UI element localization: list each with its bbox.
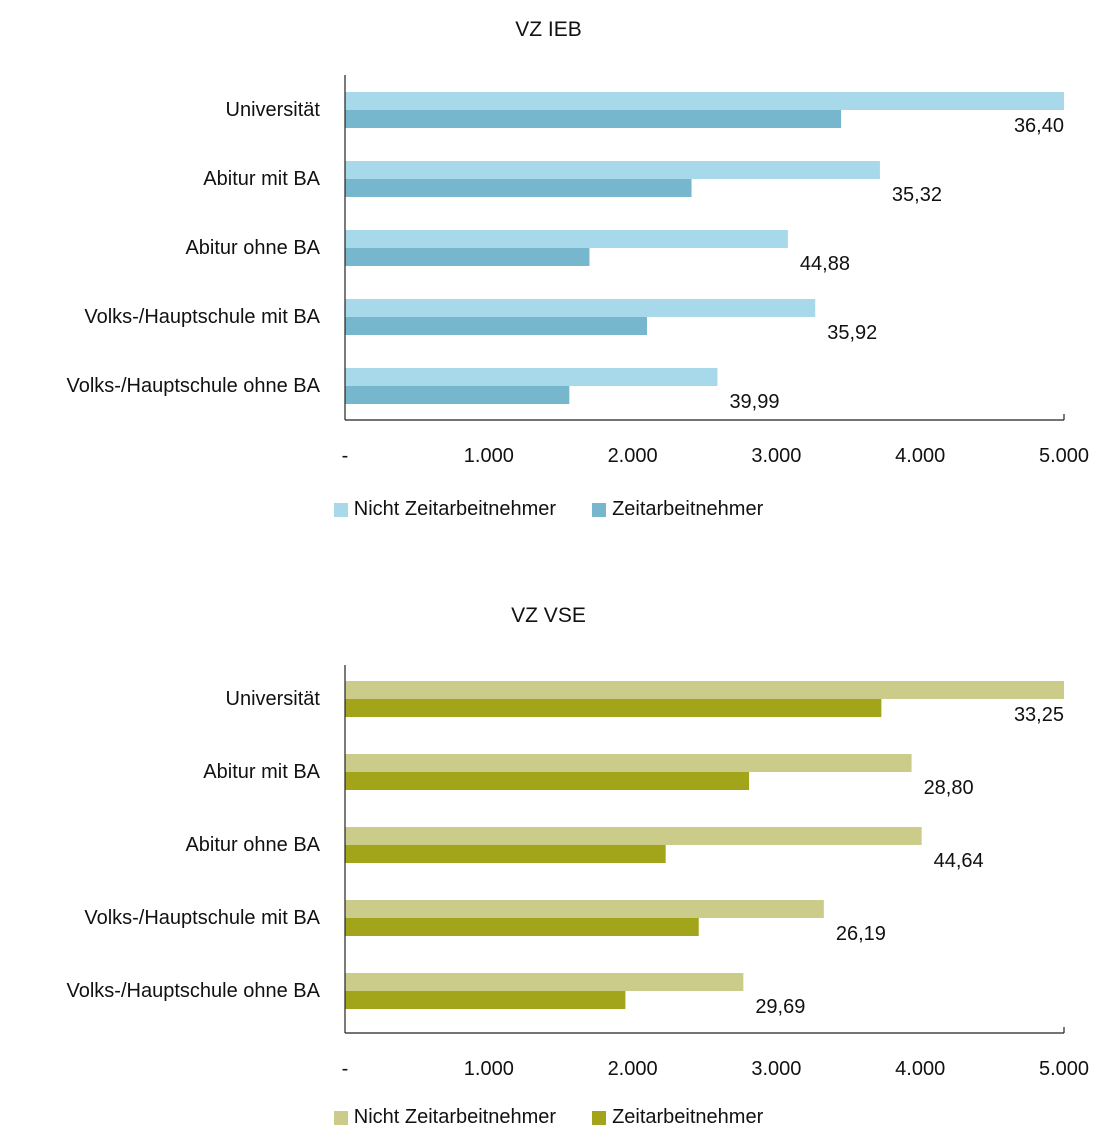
category-label: Abitur mit BA [203, 168, 320, 190]
legend-item-nicht-zeitarbeitnehmer: Nicht Zeitarbeitnehmer [333, 498, 557, 521]
bar [345, 900, 824, 918]
bar [345, 368, 718, 386]
x-tick-label: - [342, 445, 349, 467]
bar [345, 772, 750, 790]
legend-swatch [333, 1110, 348, 1125]
bar [345, 699, 882, 717]
x-tick-label: 2.000 [608, 1058, 658, 1080]
bar [345, 92, 1064, 110]
bar [345, 317, 647, 335]
legend-item-zeitarbeitnehmer: Zeitarbeitnehmer [592, 498, 763, 521]
x-tick-label: 5.000 [1039, 445, 1089, 467]
bar [345, 299, 816, 317]
bar [345, 754, 912, 772]
bar [345, 386, 570, 404]
chart-title: VZ IEB [515, 18, 582, 41]
bar [345, 179, 692, 197]
legend-swatch [592, 502, 607, 517]
bar [345, 973, 744, 991]
bar [345, 827, 922, 845]
x-tick-label: 2.000 [608, 445, 658, 467]
category-label: Volks-/Hauptschule mit BA [84, 907, 320, 929]
data-label: 36,40 [1014, 115, 1064, 137]
legend-item-nicht-zeitarbeitnehmer: Nicht Zeitarbeitnehmer [333, 1106, 557, 1129]
bar [345, 681, 1064, 699]
category-label: Abitur mit BA [203, 761, 320, 783]
chart-vz-ieb: VZ IEB Universität 36,40 Abitur mit BA 35,3… [0, 0, 1097, 560]
data-label: 28,80 [924, 777, 974, 799]
category-label: Volks-/Hauptschule mit BA [84, 306, 320, 328]
legend: Nicht Zeitarbeitnehmer Zeitarbeitnehmer [0, 498, 1097, 521]
legend-label: Nicht Zeitarbeitnehmer [353, 1106, 557, 1128]
data-label: 33,25 [1014, 704, 1064, 726]
data-label: 26,19 [836, 923, 886, 945]
chart-title: VZ VSE [511, 604, 586, 627]
x-tick-label: 4.000 [895, 1058, 945, 1080]
x-tick-label: 5.000 [1039, 1058, 1089, 1080]
category-label: Universität [226, 688, 321, 710]
bar-plot: Universität 36,40 Abitur mit BA 35,32 Abitur… [67, 75, 1089, 467]
legend-label: Nicht Zeitarbeitnehmer [353, 498, 557, 520]
data-label: 44,64 [934, 850, 984, 872]
bar [345, 248, 590, 266]
chart-vz-vse: VZ VSE Universität 33,25 Abitur mit BA 28,8… [0, 580, 1097, 1133]
x-tick-label: 3.000 [751, 1058, 801, 1080]
data-label: 35,92 [827, 322, 877, 344]
bar-plot: Universität 33,25 Abitur mit BA 28,80 Abitur… [67, 665, 1089, 1080]
legend-item-zeitarbeitnehmer: Zeitarbeitnehmer [592, 1106, 763, 1129]
legend: Nicht Zeitarbeitnehmer Zeitarbeitnehmer [0, 1106, 1097, 1129]
bar [345, 161, 880, 179]
data-label: 39,99 [729, 391, 779, 413]
legend-swatch [592, 1110, 607, 1125]
category-label: Volks-/Hauptschule ohne BA [67, 980, 321, 1002]
data-label: 35,32 [892, 184, 942, 206]
bar [345, 110, 842, 128]
x-tick-label: - [342, 1058, 349, 1080]
category-label: Volks-/Hauptschule ohne BA [67, 375, 321, 397]
legend-label: Zeitarbeitnehmer [612, 498, 764, 520]
x-tick-label: 1.000 [464, 1058, 514, 1080]
bar [345, 230, 788, 248]
category-label: Abitur ohne BA [185, 834, 320, 856]
legend-label: Zeitarbeitnehmer [612, 1106, 764, 1128]
x-tick-label: 1.000 [464, 445, 514, 467]
category-label: Universität [226, 99, 321, 121]
data-label: 29,69 [755, 996, 805, 1018]
bar [345, 845, 666, 863]
data-label: 44,88 [800, 253, 850, 275]
bar [345, 918, 699, 936]
x-tick-label: 3.000 [751, 445, 801, 467]
bar [345, 991, 626, 1009]
x-tick-label: 4.000 [895, 445, 945, 467]
legend-swatch [333, 502, 348, 517]
category-label: Abitur ohne BA [185, 237, 320, 259]
